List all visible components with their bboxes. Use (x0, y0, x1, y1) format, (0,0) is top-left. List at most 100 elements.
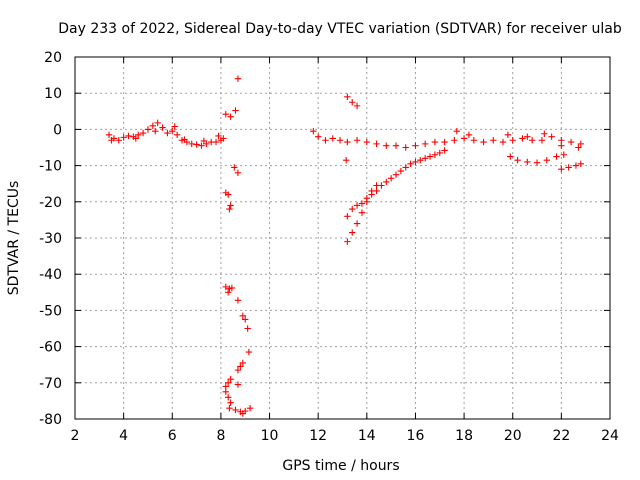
data-point (431, 138, 439, 146)
data-point (108, 137, 115, 144)
x-axis-label: GPS time / hours (282, 458, 399, 474)
data-point (460, 135, 468, 142)
data-point (215, 132, 222, 140)
data-point (363, 194, 371, 202)
data-point (344, 238, 351, 245)
x-tick-label: 24 (601, 428, 619, 444)
data-points (105, 75, 585, 417)
data-point (239, 410, 246, 417)
data-point (105, 131, 113, 139)
data-point (164, 129, 171, 137)
data-point (373, 182, 380, 189)
data-point (144, 126, 152, 133)
data-point (220, 135, 227, 142)
y-tick-label: 0 (53, 122, 62, 138)
ticks (74, 56, 611, 420)
y-tick-label: -10 (39, 159, 62, 175)
data-point (558, 166, 565, 173)
data-point (135, 131, 142, 139)
data-point (310, 128, 317, 135)
data-point (421, 140, 429, 148)
data-point (514, 156, 521, 164)
x-tick-label: 2 (71, 428, 80, 444)
data-point (226, 205, 233, 213)
data-point (245, 348, 253, 356)
data-point (246, 404, 254, 412)
data-point (548, 133, 555, 140)
data-point (225, 394, 232, 401)
data-point (222, 283, 229, 291)
data-point (342, 156, 350, 164)
data-point (234, 169, 242, 177)
data-point (504, 131, 512, 139)
data-point (173, 131, 181, 139)
data-point (441, 138, 448, 146)
data-point (244, 325, 251, 332)
data-point (171, 123, 178, 130)
data-point (353, 202, 361, 209)
data-point (402, 164, 409, 171)
x-tick-label: 12 (309, 428, 327, 444)
data-point (575, 144, 582, 151)
data-point (222, 383, 229, 390)
data-point (349, 229, 356, 236)
data-point (349, 99, 356, 106)
data-point (524, 133, 531, 140)
y-tick-label: -70 (39, 376, 62, 392)
data-point (232, 107, 239, 114)
data-point (353, 102, 361, 110)
chart-title: Day 233 of 2022, Sidereal Day-to-day VTE… (58, 21, 622, 37)
data-point (226, 404, 233, 412)
x-tick-label: 4 (119, 428, 128, 444)
data-point (465, 131, 473, 139)
data-point (519, 135, 526, 142)
data-point (344, 138, 351, 146)
data-point (115, 137, 122, 144)
data-point (538, 137, 546, 144)
data-point (234, 75, 242, 82)
data-point (412, 142, 419, 149)
data-point (222, 110, 229, 118)
data-point (392, 171, 400, 178)
data-point (358, 200, 366, 207)
x-tick-label: 8 (216, 428, 225, 444)
y-tick-label: -40 (39, 267, 62, 283)
data-point (222, 388, 229, 396)
data-point (407, 160, 414, 167)
data-point (524, 158, 531, 166)
data-point (560, 151, 567, 158)
x-tick-label: 6 (168, 428, 177, 444)
data-point (152, 128, 159, 135)
x-tick-label: 20 (504, 428, 522, 444)
data-point (193, 141, 200, 148)
data-point (225, 289, 232, 296)
data-point (567, 138, 575, 146)
data-point (239, 312, 246, 320)
data-point (139, 129, 147, 137)
data-point (198, 142, 205, 149)
data-point (242, 316, 249, 323)
data-point (490, 137, 497, 144)
data-point (234, 297, 242, 304)
data-point (397, 167, 405, 175)
y-tick-label: -50 (39, 303, 62, 319)
data-point (572, 162, 580, 169)
data-point (225, 379, 232, 386)
data-point (228, 284, 236, 292)
data-point (565, 164, 572, 171)
data-point (231, 164, 238, 171)
data-point (181, 136, 188, 143)
data-point (234, 366, 242, 374)
y-tick-labels: 20 10 0 -10 -20 -30 -40 -50 -60 -70 -80 (39, 50, 62, 428)
data-point (509, 137, 516, 144)
data-point (412, 158, 419, 166)
data-point (392, 142, 400, 149)
data-point (227, 202, 234, 209)
y-axis-label: SDTVAR / TECUs (6, 181, 22, 296)
data-point (431, 151, 439, 158)
data-point (441, 147, 448, 154)
data-point (344, 213, 351, 220)
y-tick-label: -80 (39, 412, 62, 428)
x-tick-label: 22 (552, 428, 570, 444)
